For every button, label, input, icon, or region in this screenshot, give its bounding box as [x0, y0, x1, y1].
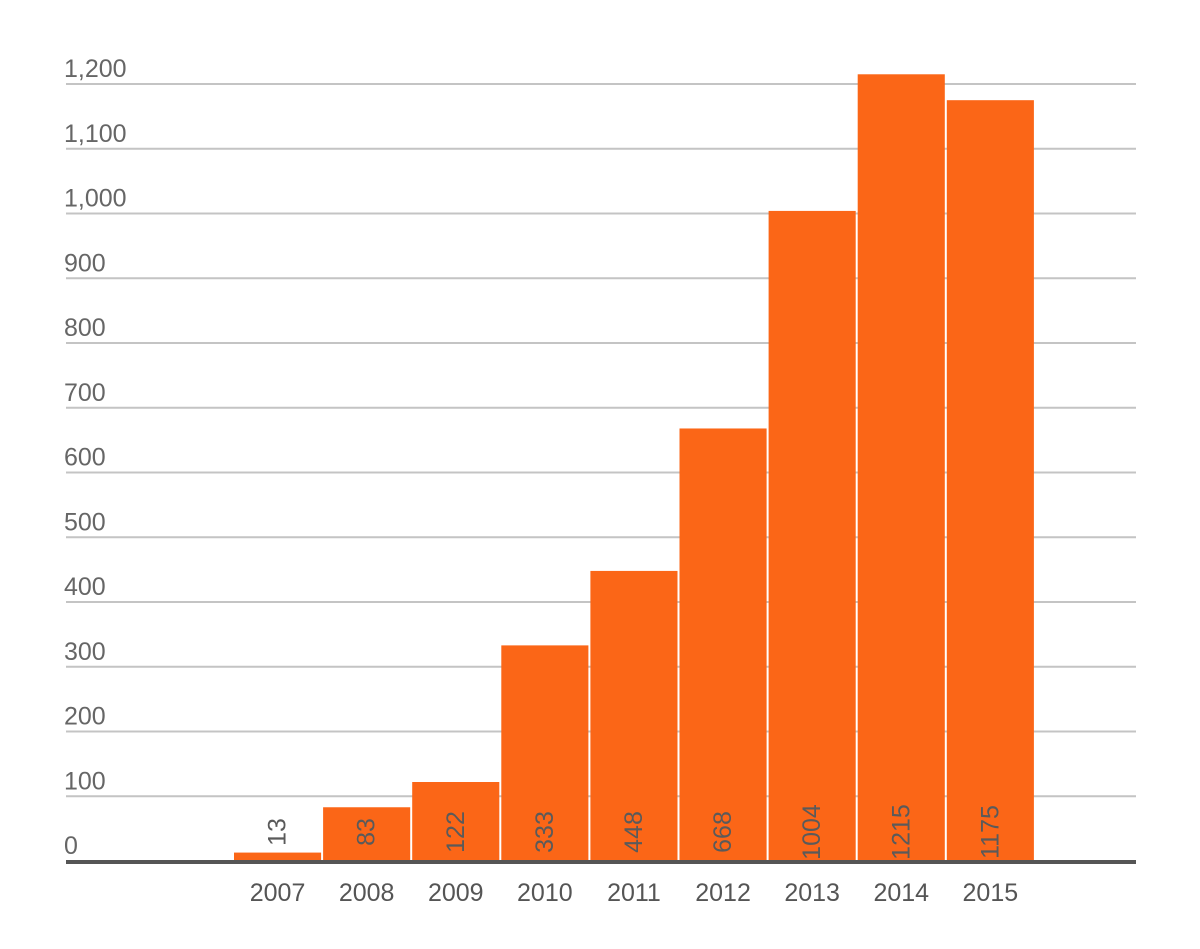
- bar-2011: [590, 570, 678, 861]
- y-tick-label: 600: [64, 444, 106, 472]
- data-labels: 13 83 122 333 448 668 1004 1215 1175: [264, 804, 1005, 860]
- y-tick-label: 1,200: [64, 55, 127, 83]
- bar-2014: [857, 74, 945, 862]
- bar-2013: [768, 210, 856, 861]
- bar-2009: [412, 782, 500, 861]
- x-tick-label: 2007: [250, 879, 306, 907]
- data-label-2008: 83: [353, 818, 381, 846]
- x-tick-label: 2013: [784, 879, 840, 907]
- data-label-2013: 1004: [798, 804, 826, 860]
- bar-2007: [234, 852, 322, 861]
- y-tick-label: 800: [64, 314, 106, 342]
- bar-2015: [946, 100, 1034, 861]
- x-tick-label: 2009: [428, 879, 484, 907]
- x-tick-label: 2010: [517, 879, 573, 907]
- y-axis: 0 100 200 300 400 500 600 700 800 900 1,000 1,100 1,…: [64, 55, 127, 860]
- x-tick-label: 2008: [339, 879, 395, 907]
- x-tick-label: 2015: [963, 879, 1019, 907]
- bars: [234, 74, 1034, 862]
- x-axis: 2007 2008 2009 2010 2011 2012 2013 2014 2015: [250, 879, 1018, 907]
- data-label-2007: 13: [264, 818, 292, 846]
- y-tick-label: 400: [64, 573, 106, 601]
- x-tick-label: 2012: [695, 879, 751, 907]
- bar-2008: [323, 807, 411, 861]
- y-tick-label: 0: [64, 832, 78, 860]
- x-tick-label: 2014: [873, 879, 929, 907]
- y-tick-label: 500: [64, 508, 106, 536]
- x-tick-label: 2011: [607, 879, 661, 907]
- y-tick-label: 200: [64, 703, 106, 731]
- data-label-2009: 122: [442, 811, 470, 853]
- y-tick-label: 1,100: [64, 120, 127, 148]
- y-tick-label: 100: [64, 767, 106, 795]
- bar-2010: [501, 645, 589, 861]
- data-label-2015: 1175: [976, 805, 1004, 859]
- y-tick-label: 700: [64, 379, 106, 407]
- y-tick-label: 300: [64, 638, 106, 666]
- bar-2012: [679, 428, 767, 861]
- y-tick-label: 900: [64, 249, 106, 277]
- data-label-2011: 448: [620, 811, 648, 853]
- data-label-2010: 333: [531, 811, 559, 853]
- y-tick-label: 1,000: [64, 185, 127, 213]
- data-label-2012: 668: [709, 811, 737, 853]
- data-label-2014: 1215: [887, 804, 915, 860]
